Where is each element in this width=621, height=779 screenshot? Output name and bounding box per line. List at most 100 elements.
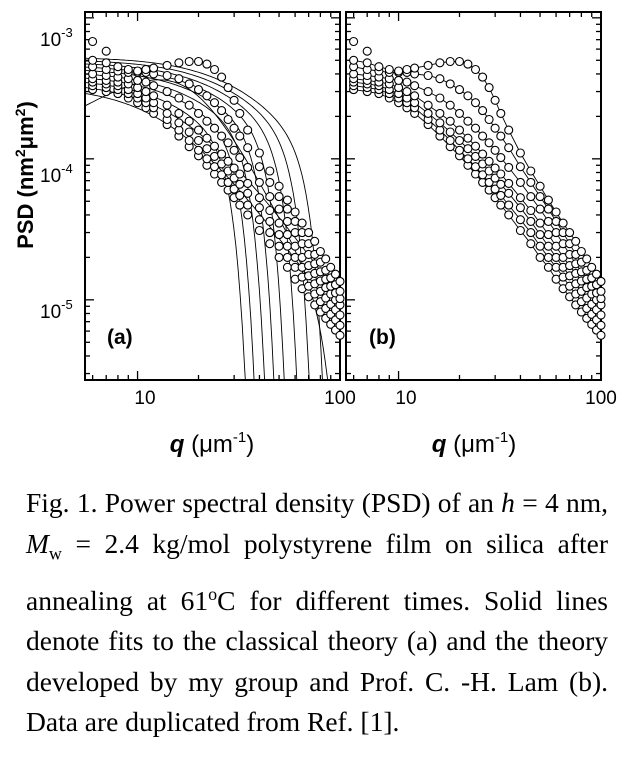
- data-point: [184, 135, 194, 146]
- data-point: [223, 83, 233, 93]
- data-point: [463, 144, 473, 154]
- panel-b-x-tick-100: 100: [585, 388, 617, 409]
- y-axis-label-sup1: 2: [12, 149, 28, 157]
- data-point: [202, 144, 212, 154]
- data-point: [596, 286, 606, 296]
- data-point: [535, 218, 545, 228]
- y-axis-label: PSD (nm2μm2): [12, 101, 38, 249]
- data-point: [193, 145, 204, 155]
- panel-b: (b): [345, 11, 606, 381]
- data-point: [282, 204, 292, 214]
- data-point: [587, 262, 597, 272]
- data-point: [243, 143, 253, 153]
- data-point: [265, 228, 275, 238]
- data-point: [335, 276, 345, 286]
- data-point: [254, 148, 264, 158]
- data-point: [535, 181, 545, 191]
- data-point: [402, 87, 412, 97]
- figure-caption: Fig. 1. Power spectral density (PSD) of …: [26, 487, 609, 738]
- data-point: [223, 114, 233, 125]
- data-point: [223, 177, 233, 187]
- data-point: [282, 262, 292, 272]
- data-point: [490, 184, 500, 194]
- data-point: [254, 203, 264, 213]
- data-point: [243, 200, 253, 210]
- data-point: [504, 143, 514, 153]
- panel-a-x-tick-100: 100: [324, 388, 356, 409]
- data-point: [515, 215, 525, 225]
- panel-a-data-points: [88, 36, 345, 340]
- data-point: [254, 225, 264, 236]
- panel-a-frame: [84, 11, 341, 381]
- data-point: [435, 108, 445, 118]
- y-axis-label-main: PSD (nm: [13, 157, 38, 249]
- data-point: [274, 252, 284, 262]
- data-point: [496, 153, 506, 163]
- data-point: [217, 72, 227, 82]
- data-point: [543, 262, 553, 272]
- data-point: [335, 286, 345, 296]
- data-point: [463, 133, 473, 143]
- y-axis-label-mid: μm: [13, 116, 38, 149]
- data-point: [162, 100, 172, 110]
- data-point: [490, 95, 500, 105]
- panel-b-x-tick-10: 10: [395, 388, 416, 409]
- data-point: [349, 36, 359, 47]
- data-point: [515, 177, 525, 187]
- data-point: [290, 207, 300, 217]
- data-point: [274, 181, 284, 191]
- data-point: [243, 162, 253, 172]
- data-point: [184, 127, 194, 137]
- data-point: [410, 63, 420, 73]
- data-point: [229, 184, 239, 194]
- data-point: [149, 81, 159, 91]
- data-point: [484, 156, 494, 166]
- data-point: [445, 135, 455, 146]
- data-point: [515, 203, 525, 213]
- panel-a-x-tick-10: 10: [134, 388, 155, 409]
- data-point: [141, 87, 151, 97]
- data-point: [254, 215, 264, 225]
- y-tick-label-1e-3: 10-3: [40, 25, 73, 51]
- data-point: [484, 114, 494, 125]
- y-axis-label-end: ): [13, 101, 38, 108]
- data-point: [526, 216, 536, 226]
- data-point: [478, 149, 488, 159]
- data-point: [141, 77, 151, 87]
- data-point: [235, 179, 245, 189]
- data-point: [184, 116, 194, 126]
- data-point: [335, 320, 345, 330]
- data-point: [496, 200, 506, 210]
- data-point: [543, 204, 553, 214]
- data-point: [496, 179, 506, 189]
- data-point: [254, 193, 264, 203]
- data-point: [162, 108, 172, 118]
- data-point: [193, 108, 204, 118]
- data-point: [454, 125, 465, 135]
- data-point: [484, 83, 494, 93]
- data-point: [565, 228, 575, 238]
- data-point: [282, 216, 292, 226]
- data-point: [596, 320, 606, 330]
- data-point: [174, 108, 184, 118]
- data-point: [470, 123, 481, 133]
- panel-b-data-points: [349, 36, 606, 340]
- data-point: [515, 193, 525, 203]
- data-point: [162, 70, 172, 81]
- data-point: [282, 230, 292, 240]
- data-point: [445, 79, 455, 89]
- y-tick-label-1e-5: 10-5: [40, 297, 73, 323]
- data-point: [435, 74, 445, 84]
- data-point: [496, 190, 506, 200]
- data-point: [209, 98, 220, 108]
- data-point: [526, 228, 536, 238]
- data-point: [423, 87, 433, 97]
- data-point: [101, 58, 111, 68]
- panel-b-label: (b): [369, 326, 396, 349]
- data-point: [335, 310, 345, 320]
- data-point: [162, 87, 172, 97]
- data-point: [596, 276, 606, 286]
- data-point: [265, 177, 275, 187]
- data-point: [526, 205, 536, 216]
- data-point: [133, 75, 143, 85]
